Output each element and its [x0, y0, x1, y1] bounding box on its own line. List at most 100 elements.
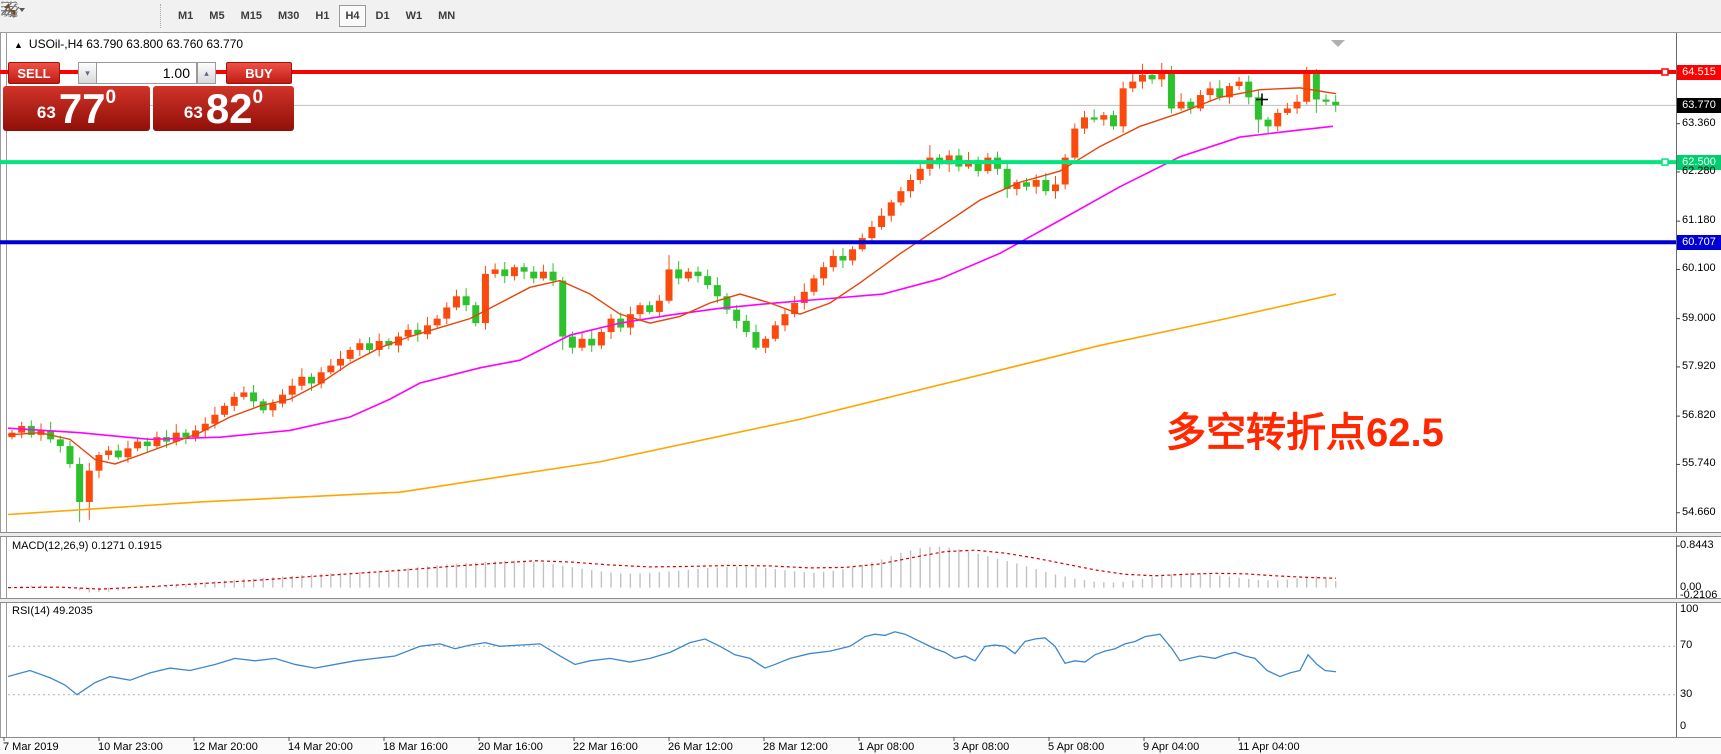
price-badge-64.515: 64.515: [1677, 64, 1721, 80]
candle: [404, 324, 412, 341]
tf-m30-button[interactable]: M30: [272, 5, 305, 27]
candle: [114, 444, 122, 460]
volume-decrease-button[interactable]: ▾: [78, 62, 97, 84]
candle: [1235, 77, 1243, 90]
date-label: 3 Apr 08:00: [953, 741, 1010, 753]
tf-m15-button[interactable]: M15: [235, 5, 268, 27]
candle: [1090, 109, 1098, 123]
price-tick-label: 55.740: [1682, 457, 1716, 470]
tf-m5-button[interactable]: M5: [203, 5, 230, 27]
tf-h1-button[interactable]: H1: [309, 5, 335, 27]
text-label-icon[interactable]: A: [4, 2, 90, 28]
svg-text:T: T: [6, 5, 12, 16]
volume-increase-button[interactable]: ▴: [197, 62, 216, 84]
price-badge-60.707: 60.707: [1677, 234, 1721, 250]
date-label: 22 Mar 16:00: [573, 741, 638, 753]
sell-price-big: 77: [58, 84, 106, 132]
candle: [85, 462, 93, 520]
candle: [250, 384, 258, 408]
candle: [916, 161, 924, 184]
candle: [56, 435, 64, 453]
mid-ma-line: [7, 125, 1334, 441]
candle: [684, 268, 692, 282]
symbol-ohlc-text: USOil-,H4 63.790 63.800 63.760 63.770: [28, 37, 244, 51]
text-box-icon[interactable]: T: [1, 1, 120, 28]
date-label: 20 Mar 16:00: [478, 741, 543, 753]
buy-button[interactable]: BUY: [226, 62, 292, 84]
candle: [1100, 111, 1108, 126]
date-label: 11 Apr 04:00: [1238, 741, 1300, 753]
price-tick-label: 56.820: [1682, 409, 1716, 422]
tf-d1-button[interactable]: D1: [370, 5, 396, 27]
tf-m1-button[interactable]: M1: [172, 5, 199, 27]
svg-text:F: F: [13, 13, 17, 18]
candle: [694, 266, 702, 283]
date-label: 7 Mar 2019: [3, 741, 59, 753]
candle: [1138, 63, 1146, 89]
sell-price-panel[interactable]: 63 77 0: [3, 86, 150, 131]
tf-h4-button[interactable]: H4: [339, 5, 366, 27]
candle: [317, 367, 325, 389]
candle: [491, 263, 499, 278]
candle: [1283, 102, 1291, 116]
price-tick-label: 57.920: [1682, 359, 1716, 372]
candle: [704, 269, 712, 289]
candle: [752, 324, 760, 350]
candle: [221, 402, 229, 418]
candle: [414, 322, 422, 342]
candle: [433, 314, 441, 328]
sell-button[interactable]: SELL: [8, 62, 60, 84]
date-label: 28 Mar 12:00: [763, 741, 828, 753]
symbol-arrow-icon: ▲: [14, 40, 23, 50]
toolbar-separator: [160, 4, 162, 28]
candle: [868, 220, 876, 244]
candle: [1071, 123, 1079, 160]
candle: [481, 265, 489, 330]
candle: [742, 314, 750, 337]
svg-text:A: A: [4, 2, 13, 17]
hline-handle: [1661, 68, 1669, 76]
candle: [597, 328, 605, 350]
candle: [1119, 81, 1127, 133]
candle: [327, 359, 335, 375]
time-axis-strip: [0, 737, 1721, 754]
candle: [829, 249, 837, 272]
candle: [76, 457, 84, 523]
price-badge-63.770: 63.770: [1677, 97, 1721, 113]
tf-mn-button[interactable]: MN: [432, 5, 461, 27]
rsi-scale-label: 30: [1680, 688, 1693, 700]
candle: [201, 417, 209, 438]
candle: [636, 302, 644, 320]
buy-price-sup: 0: [252, 87, 264, 108]
macd-scale-label: 0.00: [1680, 581, 1702, 593]
tf-w1-button[interactable]: W1: [400, 5, 429, 27]
chart-text-annotation[interactable]: 多空转折点62.5: [1166, 411, 1444, 455]
candle: [337, 350, 345, 371]
fast-ma-line: [7, 87, 1337, 465]
price-badge-62.500: 62.500: [1677, 154, 1721, 170]
candle: [230, 392, 238, 412]
macd-signal-line: [7, 549, 1337, 590]
toolbar: E F A T M1 M5 M15 M30 H1 H4 D1 W1 MN: [0, 0, 1721, 33]
candle: [1187, 98, 1195, 114]
rsi-line: [7, 631, 1337, 696]
candle: [810, 274, 818, 296]
volume-input[interactable]: [96, 62, 197, 84]
candle: [713, 277, 721, 304]
price-tick-label: 63.360: [1682, 116, 1716, 129]
candle: [510, 264, 518, 281]
candle: [153, 431, 161, 450]
price-tick-label: 54.660: [1682, 505, 1716, 518]
candle: [346, 346, 354, 362]
candle: [472, 302, 480, 327]
candle: [298, 368, 306, 391]
candle: [1274, 108, 1282, 132]
buy-price-panel[interactable]: 63 82 0: [153, 86, 294, 131]
candle: [1293, 94, 1301, 114]
candle: [1080, 110, 1088, 134]
candle: [95, 451, 103, 479]
candle: [675, 260, 683, 285]
arrows-tool-icon[interactable]: [4, 3, 150, 28]
